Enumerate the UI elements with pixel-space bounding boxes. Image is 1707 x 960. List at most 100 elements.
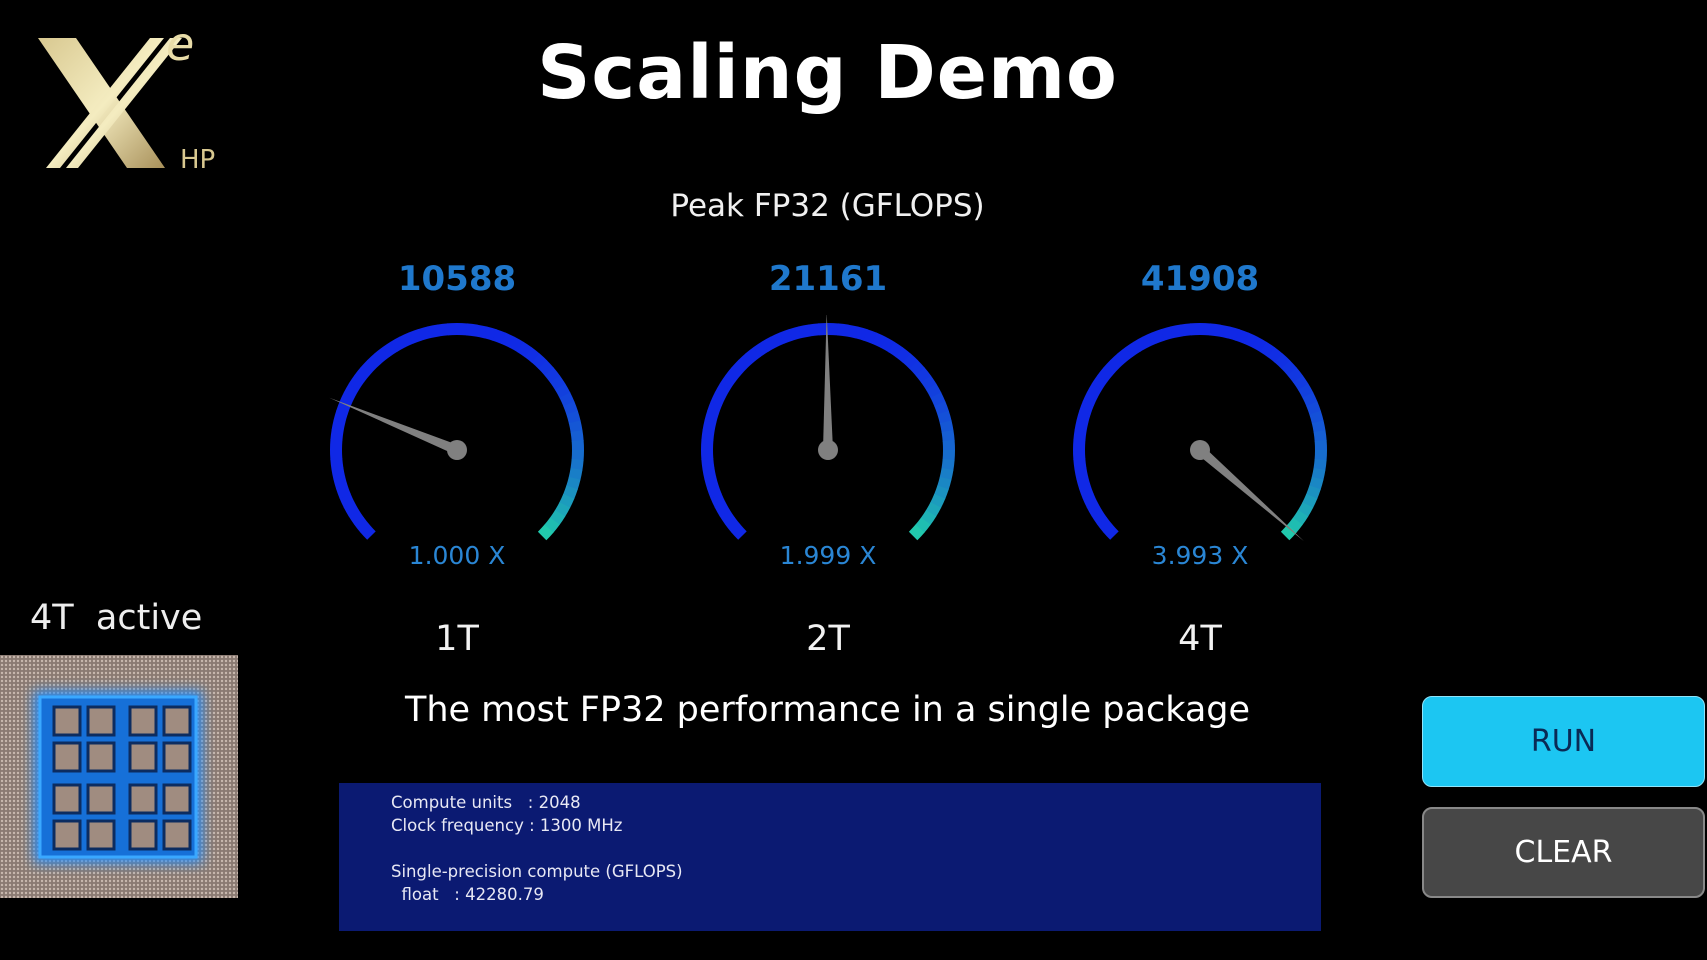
gauge-arc-segment xyxy=(1306,401,1321,416)
gauge-arc-segment xyxy=(1267,347,1283,363)
gauge-arc-segment xyxy=(1082,391,1098,407)
gauge-arc-segment xyxy=(555,383,571,399)
gauge-arc-segment xyxy=(937,476,952,490)
gauge-arc-segment xyxy=(1074,419,1089,433)
gauge-arc-segment xyxy=(724,517,741,533)
chip-tile-block xyxy=(52,783,82,815)
gauge-arc-segment xyxy=(701,429,715,442)
gauge-arc-segment xyxy=(1287,517,1303,533)
gauge-arc-segment xyxy=(465,323,478,337)
gauge-arc-segment xyxy=(353,517,370,533)
gauge-arc-segment xyxy=(730,524,747,540)
gauge-arc-segment xyxy=(339,493,355,508)
gauge-arc-segment xyxy=(761,336,777,352)
gauge-multiplier: 3.993 X xyxy=(1151,541,1249,570)
gauge-arc-segment xyxy=(714,383,731,398)
gauge-arc-segment xyxy=(568,467,583,481)
gauge-needle xyxy=(1196,446,1304,541)
gauge-arc-segment xyxy=(719,374,736,390)
gauge-value: 41908 xyxy=(1140,259,1260,299)
gauge-arc-segment xyxy=(845,324,859,339)
gauge-arc-segment xyxy=(1217,324,1231,339)
gauge-arc-segment xyxy=(563,401,578,416)
gauge-arc-segment xyxy=(537,524,554,541)
compute-units: Compute units : 2048 xyxy=(391,793,581,812)
gauge-arc-segment xyxy=(570,430,584,442)
gauge-arc-segment xyxy=(779,329,794,344)
gauge-arc-segment xyxy=(1309,410,1324,424)
gauge-arc-segment xyxy=(1180,323,1192,337)
gauge-arc-segment xyxy=(1243,332,1259,348)
gauge-value: 10588 xyxy=(397,259,517,299)
gauge-arc-segment xyxy=(333,410,348,424)
gauge-arc-segment xyxy=(1208,323,1221,337)
gauge-arc-segment xyxy=(1079,400,1095,415)
gauge-arc-segment xyxy=(753,341,769,357)
gauge-arc-segment xyxy=(500,332,516,348)
gauge-arc-segment xyxy=(1287,367,1304,383)
gauge-arc-segment xyxy=(880,336,895,353)
gauge-hub xyxy=(818,440,838,460)
gauge-arc-segment xyxy=(702,467,717,480)
gauge-arc-segment xyxy=(941,430,955,442)
gauge-arc-segment xyxy=(895,347,911,363)
gauge-arc-segment xyxy=(483,326,497,341)
gauge-arc-segment xyxy=(348,509,364,525)
gauge-arc-segment xyxy=(524,347,540,363)
gauge-arc-segment xyxy=(559,392,575,407)
chip-tile-block xyxy=(86,741,116,773)
gauge-hub xyxy=(447,440,467,460)
gauge-arc-segment xyxy=(1117,346,1133,363)
gauge-needle xyxy=(823,315,833,451)
gauge-arc-segment xyxy=(1292,510,1309,526)
gauge-arc-segment xyxy=(1311,420,1326,433)
gauge-arc-segment xyxy=(926,383,942,399)
gauge-arc-segment xyxy=(1142,332,1157,348)
gauge-arc-segment xyxy=(1313,430,1327,442)
gauge-arc-segment xyxy=(719,509,735,525)
gauge-arc-segment xyxy=(1151,329,1166,344)
clear-button[interactable]: CLEAR xyxy=(1422,807,1705,898)
gauge-arc-segment xyxy=(1086,383,1103,398)
gauge-arc-segment xyxy=(707,400,723,415)
gauge-arc-segment xyxy=(492,329,507,345)
gauge-arc-segment xyxy=(1102,524,1119,540)
gauge-arc-segment xyxy=(1170,324,1183,339)
gauge-arc-segment xyxy=(474,324,488,339)
gauge-arc-segment xyxy=(382,341,398,357)
chip-tile-block xyxy=(162,819,192,851)
run-button[interactable]: RUN xyxy=(1422,696,1705,787)
gauge-arc-segment xyxy=(930,392,946,407)
gauge-arc-segment xyxy=(908,524,925,541)
chip-tile-block xyxy=(128,741,158,773)
chip-tile-block xyxy=(86,819,116,851)
gauge-arc-segment xyxy=(531,353,548,370)
chip-tile-block xyxy=(86,705,116,737)
active-tiles-label: 4T active xyxy=(30,598,203,638)
gauge-arc-segment xyxy=(710,493,726,508)
gauge-arc-segment xyxy=(909,360,926,376)
gauge-arc-segment xyxy=(836,323,849,337)
gauge-arc-segment xyxy=(1311,467,1326,481)
gauge-dial xyxy=(701,315,955,541)
gauge-arc-segment xyxy=(348,374,365,390)
gauge-arc-segment xyxy=(336,484,351,499)
gauge-needle xyxy=(329,397,459,455)
gauge-arc-segment xyxy=(1125,341,1141,357)
chip-tile-block xyxy=(52,705,82,737)
xe-hp-logo: e HP xyxy=(30,17,230,180)
gauge-arc-segment xyxy=(1280,524,1297,541)
gauge-arc-segment xyxy=(1096,517,1113,533)
gauge-arc-segment xyxy=(863,329,878,345)
gauge-arc-segment xyxy=(330,458,344,470)
gauge-arc-segment xyxy=(550,375,566,391)
gauge-arc-segment xyxy=(566,410,581,424)
chip-tile-block xyxy=(128,783,158,815)
gauge-arc-segment xyxy=(770,332,785,348)
svg-text:HP: HP xyxy=(180,145,215,175)
gauge-multiplier: 1.999 X xyxy=(779,541,877,570)
gauge-arc-segment xyxy=(408,329,423,344)
gauge-arc-segment xyxy=(330,429,344,442)
gauge-arc-segment xyxy=(939,420,954,433)
gauge-arc-segment xyxy=(1298,383,1314,399)
